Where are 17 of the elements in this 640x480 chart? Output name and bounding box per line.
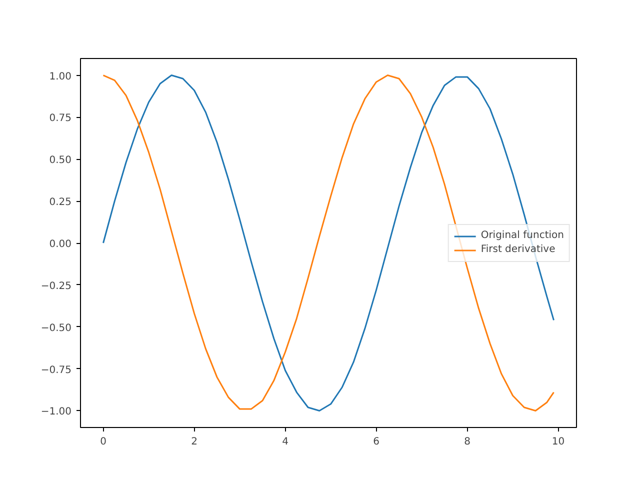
y-tick-label: −0.50 bbox=[40, 322, 72, 334]
y-tick-label: 1.00 bbox=[49, 71, 72, 82]
x-tick-label: 2 bbox=[191, 436, 198, 448]
x-tick-label: 4 bbox=[282, 436, 288, 448]
x-tick-label: 8 bbox=[464, 436, 470, 448]
x-tick-label: 10 bbox=[552, 436, 565, 448]
y-tick-label: −0.25 bbox=[40, 280, 72, 292]
legend-label: First derivative bbox=[480, 244, 556, 256]
y-tick-label: 0.50 bbox=[49, 155, 72, 166]
y-tick-label: −0.75 bbox=[40, 364, 72, 376]
y-tick-label: −1.00 bbox=[40, 406, 72, 418]
y-tick-label: 0.75 bbox=[49, 113, 72, 124]
x-tick-label: 0 bbox=[100, 436, 106, 448]
x-tick-label: 6 bbox=[373, 436, 380, 448]
y-tick-label: 0.25 bbox=[49, 197, 72, 208]
y-tick-label: 0.00 bbox=[49, 239, 72, 250]
legend-label: Original function bbox=[480, 230, 564, 242]
